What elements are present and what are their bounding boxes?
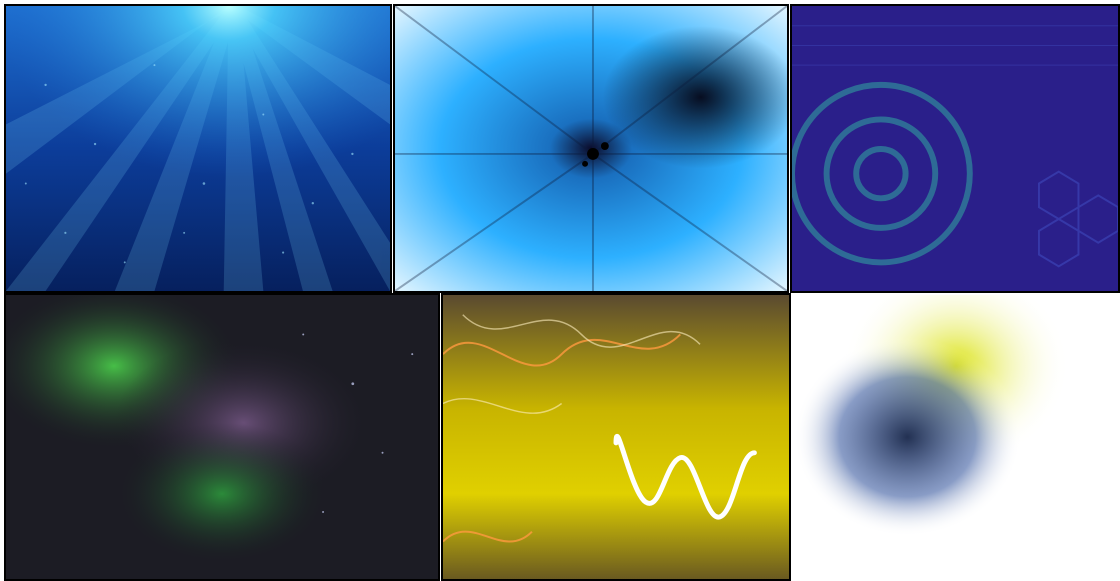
image-blue-zoom-burst (393, 4, 789, 293)
light-trails-graphic (443, 295, 789, 579)
image-yellow-light-trails (441, 293, 791, 581)
image-yellow-blue-smear (792, 293, 1120, 581)
image-purple-tech-pattern (790, 4, 1120, 293)
image-underwater-light-rays (4, 4, 392, 293)
underwater-rays-graphic (6, 6, 390, 291)
aurora-graphic (6, 295, 438, 579)
smear-graphic (794, 295, 1118, 579)
zoom-burst-graphic (395, 6, 787, 291)
image-aurora-night-sky (4, 293, 440, 581)
tech-pattern-graphic (792, 6, 1118, 291)
